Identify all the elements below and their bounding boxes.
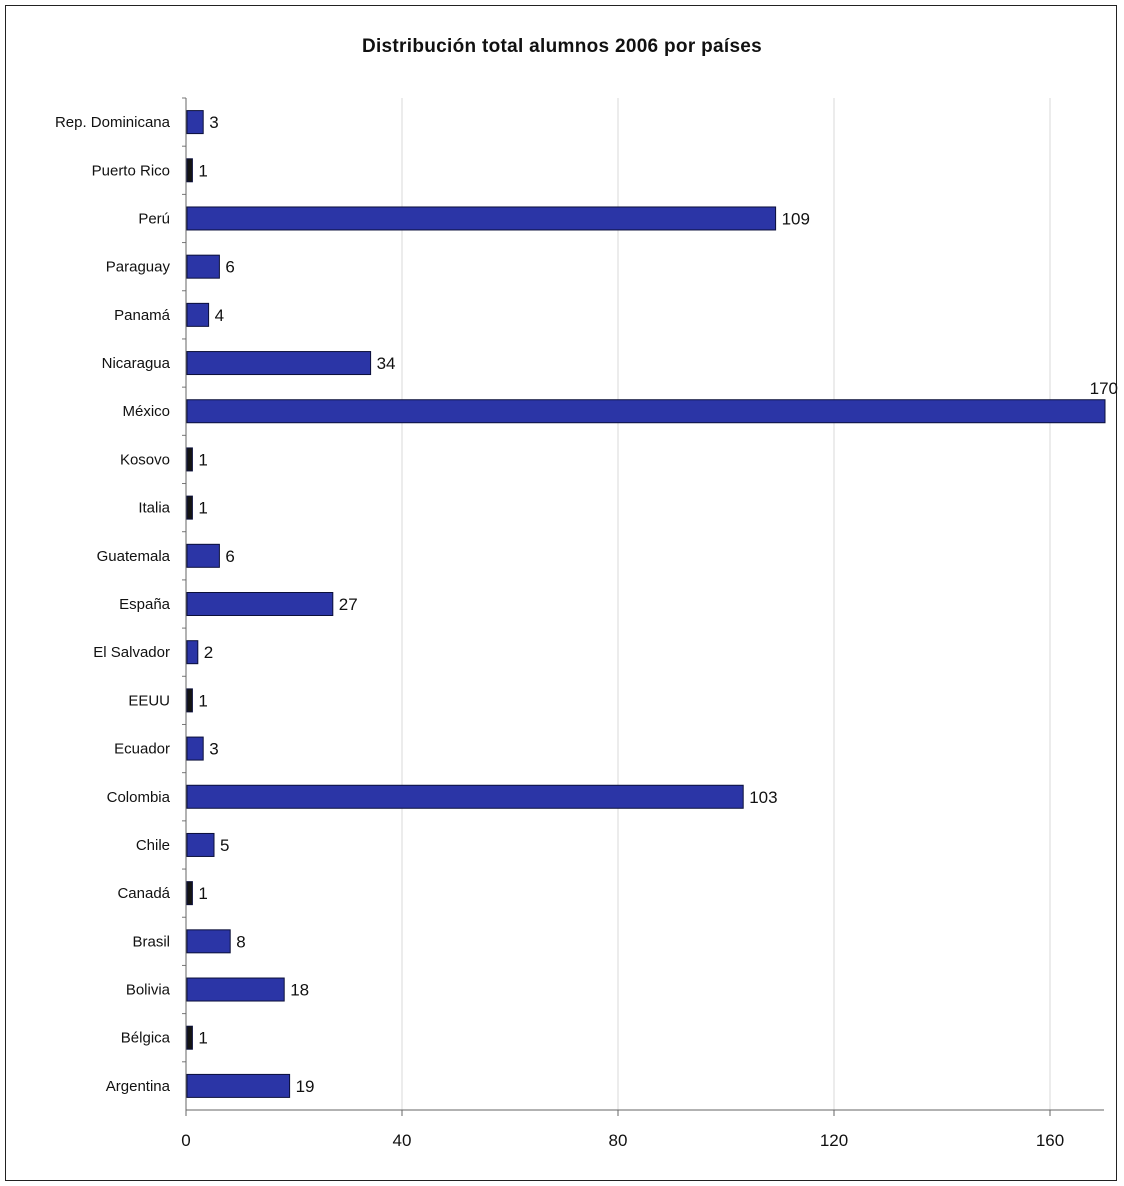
bar-b-lgica <box>186 1025 193 1050</box>
category-label: Brasil <box>132 933 170 950</box>
bar-bolivia <box>186 977 285 1002</box>
category-label: Panamá <box>114 307 171 324</box>
value-label: 19 <box>296 1077 315 1096</box>
category-label: El Salvador <box>93 644 170 661</box>
category-label: Colombia <box>107 789 171 806</box>
x-tick-label: 160 <box>1036 1131 1064 1150</box>
value-label: 34 <box>377 354 396 373</box>
category-label: Italia <box>138 500 170 517</box>
bar-kosovo <box>186 447 193 472</box>
labels: Rep. Dominicana 3 Puerto Rico 1 Perú 109 Parag… <box>55 113 1118 1150</box>
x-tick-label: 80 <box>609 1131 628 1150</box>
bar-canad- <box>186 881 193 906</box>
grid-lines <box>401 98 1051 1110</box>
bar-brasil <box>186 929 231 954</box>
category-label: Perú <box>138 210 170 227</box>
value-label: 1 <box>198 1029 207 1048</box>
x-tick-label: 40 <box>393 1131 412 1150</box>
value-label: 18 <box>290 981 309 1000</box>
value-label: 109 <box>782 209 810 228</box>
value-label: 1 <box>198 499 207 518</box>
category-label: Canadá <box>117 885 170 902</box>
value-label: 27 <box>339 595 358 614</box>
value-label: 5 <box>220 836 229 855</box>
bar-italia <box>186 495 193 520</box>
bar-per- <box>186 206 777 231</box>
bar-ecuador <box>186 736 204 761</box>
bar-guatemala <box>186 543 220 568</box>
bar-panam- <box>186 302 210 327</box>
value-label: 1 <box>198 691 207 710</box>
bar-colombia <box>186 784 744 809</box>
bar-m-xico <box>186 399 1106 424</box>
category-label: Guatemala <box>97 548 171 565</box>
bar-rep-dominicana <box>186 110 204 135</box>
category-label: Puerto Rico <box>92 162 170 179</box>
bar-paraguay <box>186 254 220 279</box>
bar-nicaragua <box>186 351 372 376</box>
value-label: 4 <box>215 306 224 325</box>
value-label: 103 <box>749 788 777 807</box>
value-label: 1 <box>198 884 207 903</box>
value-label: 2 <box>204 643 213 662</box>
value-label: 3 <box>209 113 218 132</box>
value-label: 6 <box>225 547 234 566</box>
category-label: Rep. Dominicana <box>55 114 171 131</box>
value-label: 1 <box>198 450 207 469</box>
bar-puerto-rico <box>186 158 193 183</box>
value-label: 3 <box>209 740 218 759</box>
bar-espa-a <box>186 592 334 616</box>
category-label: Kosovo <box>120 451 170 468</box>
bars <box>186 110 1106 1098</box>
category-label: EEUU <box>128 692 170 709</box>
category-label: Ecuador <box>114 741 170 758</box>
category-label: Argentina <box>106 1078 171 1095</box>
value-label: 170 <box>1090 379 1118 398</box>
chart-title: Distribución total alumnos 2006 por país… <box>361 36 763 57</box>
category-label: Nicaragua <box>102 355 171 372</box>
bar-argentina <box>186 1073 291 1098</box>
value-label: 1 <box>198 161 207 180</box>
category-label: España <box>119 596 171 613</box>
category-label: Chile <box>136 837 170 854</box>
category-label: México <box>122 403 170 420</box>
category-label: Paraguay <box>106 259 171 276</box>
bar-chile <box>186 832 215 857</box>
value-label: 6 <box>225 258 234 277</box>
category-label: Bélgica <box>121 1030 171 1047</box>
bar-el-salvador <box>186 640 199 665</box>
value-label: 8 <box>236 932 245 951</box>
x-tick-label: 0 <box>181 1131 190 1150</box>
axes <box>182 97 1104 1116</box>
x-tick-label: 120 <box>820 1131 848 1150</box>
bar-eeuu <box>186 688 193 713</box>
category-label: Bolivia <box>126 982 171 999</box>
